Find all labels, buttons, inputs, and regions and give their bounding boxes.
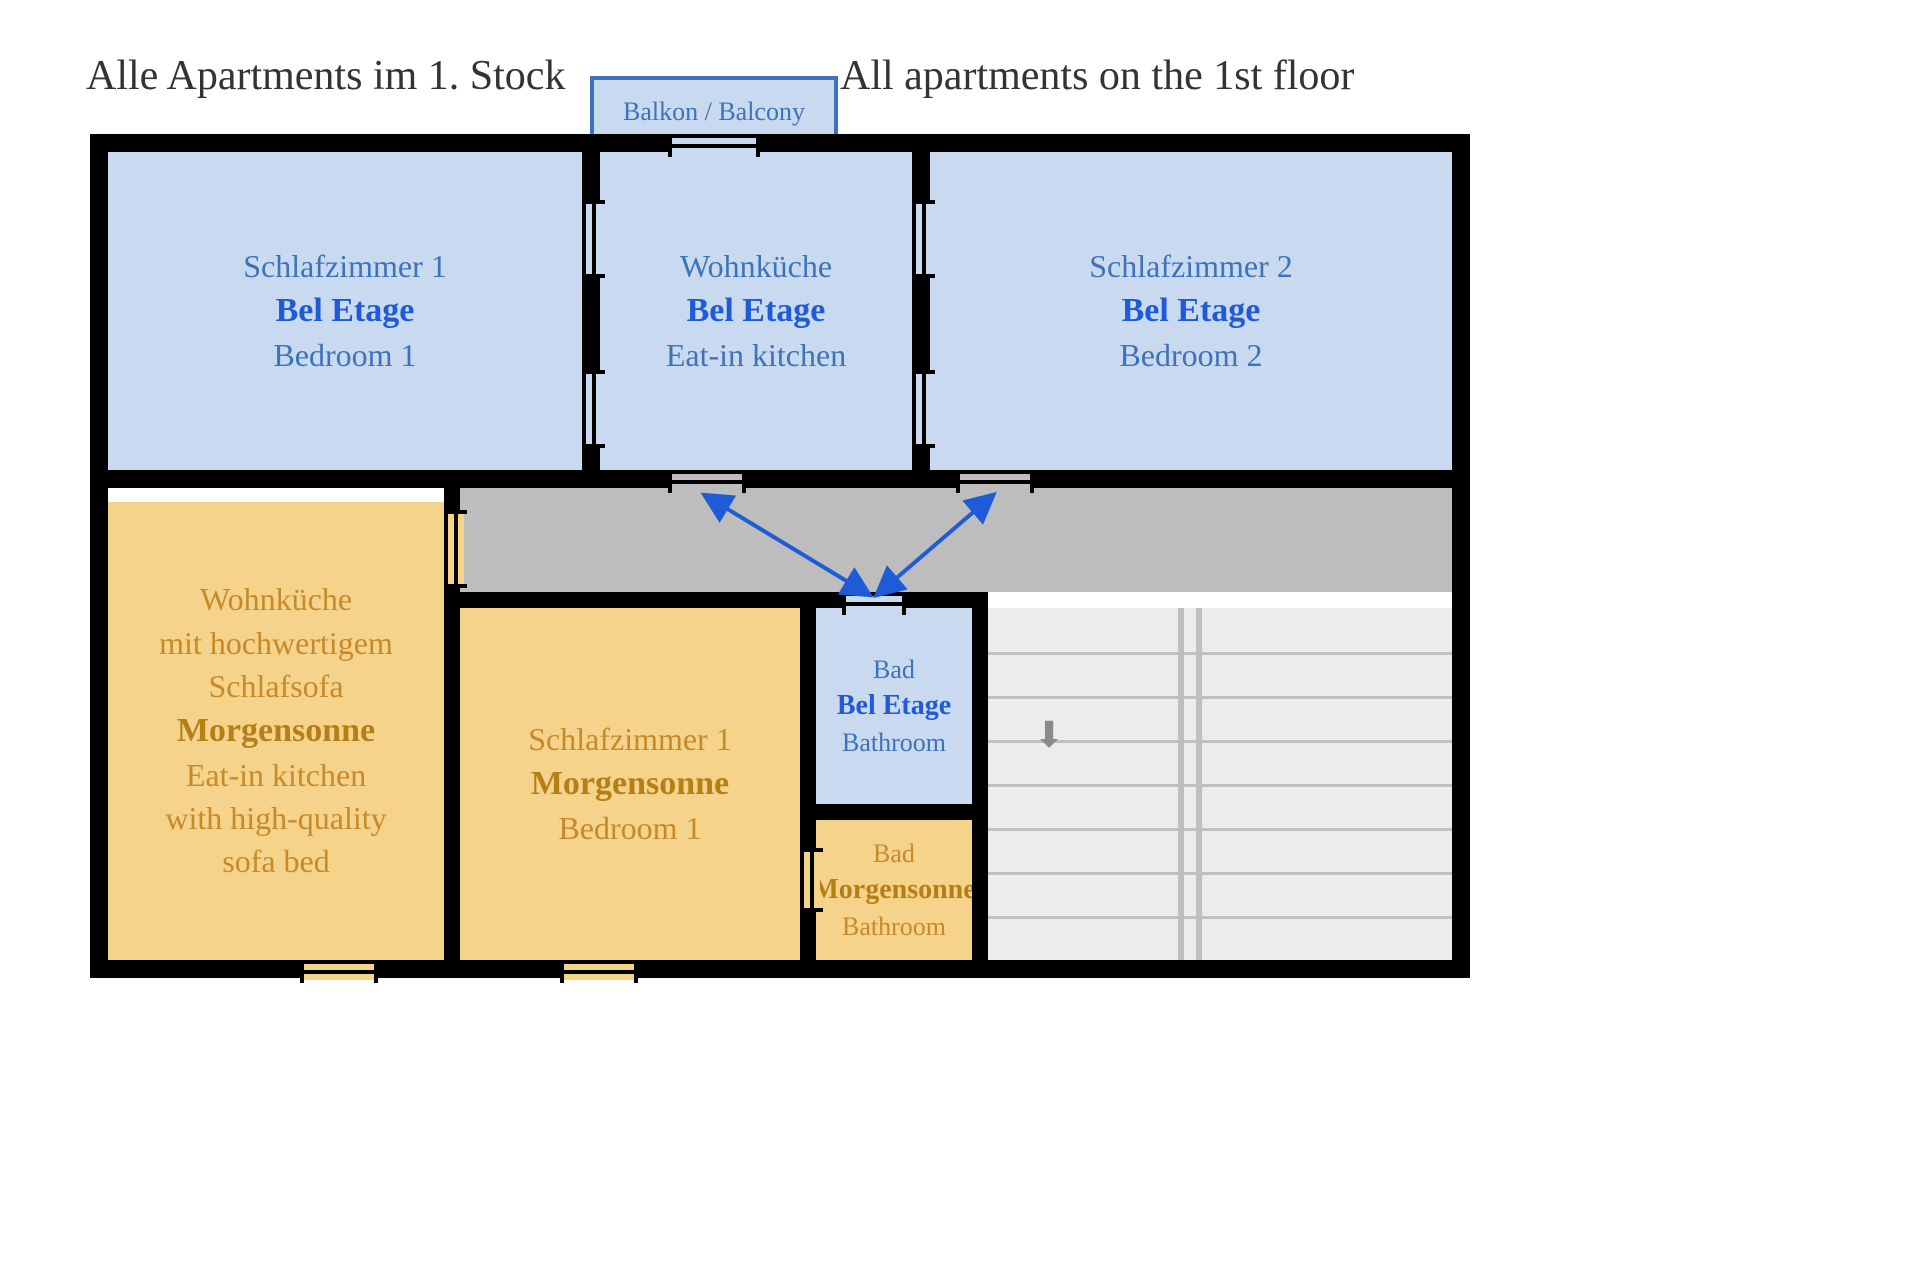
stair-step-1 (988, 652, 1452, 655)
door-5 (560, 969, 638, 975)
room-mor-kitchen: Wohnküchemit hochwertigemSchlafsofaMorge… (108, 502, 444, 960)
door-4 (300, 969, 378, 975)
corridor (460, 488, 1452, 592)
door-10 (921, 370, 927, 448)
stair-step-6 (988, 872, 1452, 875)
door-3 (842, 601, 906, 607)
room-bel-kitchen: WohnkücheBel EtageEat-in kitchen (600, 152, 912, 470)
stair-step-2 (988, 696, 1452, 699)
inner-wall-7 (800, 804, 988, 820)
door-8 (591, 370, 597, 448)
outer-wall-left (90, 134, 108, 978)
title-de: Alle Apartments im 1. Stock (86, 52, 565, 100)
door-0 (668, 143, 760, 149)
room-bel-bed1: Schlafzimmer 1Bel EtageBedroom 1 (108, 152, 582, 470)
title-en: All apartments on the 1st floor (840, 52, 1354, 100)
room-bel-bath: BadBel EtageBathroom (816, 608, 972, 804)
stair-step-5 (988, 828, 1452, 831)
stair-step-7 (988, 916, 1452, 919)
stair-step-4 (988, 784, 1452, 787)
stairs-down-arrow-icon: ⬇ (1034, 714, 1064, 756)
outer-wall-right (1452, 134, 1470, 978)
inner-wall-4 (444, 592, 988, 608)
door-2 (956, 479, 1034, 485)
outer-wall-bottom (90, 960, 1470, 978)
floorplan-canvas: Alle Apartments im 1. Stock All apartmen… (0, 0, 1920, 1280)
inner-wall-6 (972, 592, 988, 960)
door-1 (668, 479, 746, 485)
door-11 (809, 848, 815, 912)
outer-wall-top (90, 134, 1470, 152)
room-mor-bath: BadMorgensonneBathroom (816, 820, 972, 960)
door-7 (591, 200, 597, 278)
balcony-label: Balkon / Balcony (623, 97, 805, 127)
room-mor-bed1: Schlafzimmer 1MorgensonneBedroom 1 (460, 608, 800, 960)
door-9 (921, 200, 927, 278)
inner-wall-2 (90, 470, 1470, 488)
door-6 (453, 510, 459, 588)
room-bel-bed2: Schlafzimmer 2Bel EtageBedroom 2 (930, 152, 1452, 470)
